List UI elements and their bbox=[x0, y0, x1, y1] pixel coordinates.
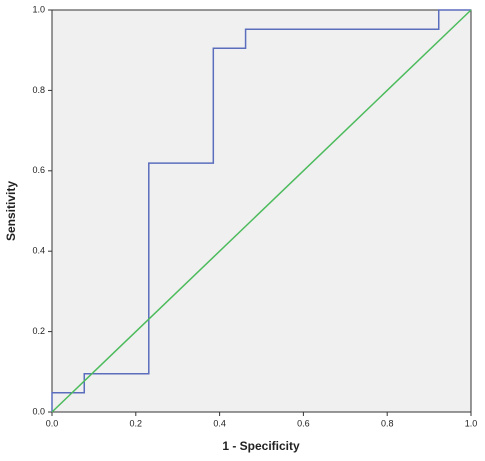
x-tick-label: 0.4 bbox=[213, 418, 226, 428]
y-tick-label: 0.4 bbox=[32, 246, 45, 256]
x-tick-label: 0.6 bbox=[297, 418, 310, 428]
x-tick-label: 1.0 bbox=[465, 418, 478, 428]
reference-line bbox=[51, 9, 472, 413]
x-tick-label: 0.8 bbox=[381, 418, 394, 428]
y-tick-label: 0.6 bbox=[32, 165, 45, 175]
x-axis-label: 1 - Specificity bbox=[222, 439, 300, 453]
x-tick-label: 0.2 bbox=[130, 418, 143, 428]
x-tick-label: 0.0 bbox=[46, 418, 59, 428]
y-tick-label: 0.0 bbox=[32, 406, 45, 416]
y-tick-label: 1.0 bbox=[32, 4, 45, 14]
roc-curve bbox=[51, 9, 471, 412]
y-tick-label: 0.2 bbox=[32, 326, 45, 336]
y-tick-label: 0.8 bbox=[32, 85, 45, 95]
y-axis-label: Sensitivity bbox=[4, 181, 18, 241]
